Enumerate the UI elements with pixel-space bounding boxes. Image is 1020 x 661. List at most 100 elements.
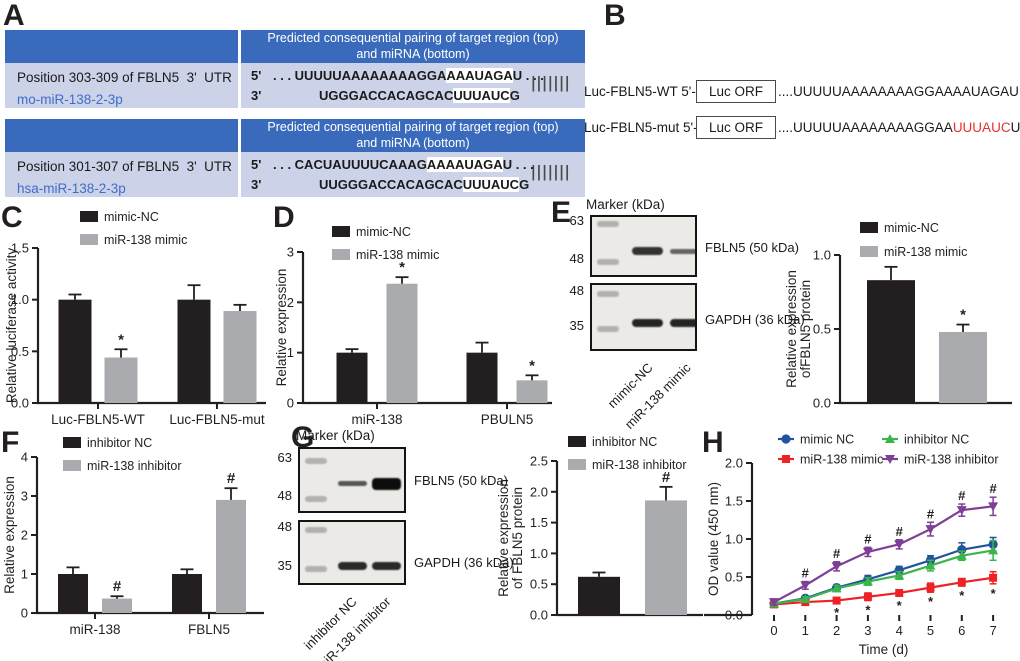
blot-title: Marker (kDa): [586, 197, 665, 212]
band-protein-label: GAPDH (36 kDa): [705, 312, 805, 328]
protein-band: [338, 562, 367, 571]
table-right-column: Predicted consequential pairing of targe…: [241, 30, 585, 108]
significance-marker: *: [118, 331, 124, 348]
table-left-column: Position 303-309 of FBLN5 3' UTR mo-miR-…: [5, 30, 238, 108]
data-point: [862, 547, 873, 557]
data-point: [831, 562, 842, 572]
y-tick-label: 3: [287, 245, 294, 260]
marker-band: [597, 326, 619, 333]
y-tick-label: 1.0: [530, 546, 548, 561]
legend-label: inhibitor NC: [904, 433, 969, 447]
y-tick-label: 2.0: [530, 484, 548, 499]
marker-band: [597, 220, 619, 227]
protein-band: [372, 477, 401, 490]
bar: [466, 352, 498, 403]
construct-sequence: ....UUUUUAAAAAAAAGGAAAAUAGAU...: [778, 84, 1020, 99]
table-header-spacer: [5, 30, 238, 63]
marker-band: [597, 259, 619, 266]
x-tick-label: 0: [770, 623, 777, 638]
y-axis-label: Relative expression: [496, 479, 511, 597]
significance-marker: *: [399, 259, 405, 276]
y-tick-label: 1.0: [813, 248, 831, 263]
target-pairing-table-mouse: Position 303-309 of FBLN5 3' UTR mo-miR-…: [5, 30, 585, 108]
significance-marker: *: [897, 598, 903, 613]
panel-label-h: H: [702, 426, 724, 459]
y-axis-label: ofFBLN5 protein: [798, 280, 813, 378]
legend-swatch: [332, 249, 350, 260]
blot-strip: [590, 283, 697, 351]
x-category-label: FBLN5: [188, 622, 230, 637]
significance-marker: #: [989, 481, 997, 496]
data-point: [988, 545, 999, 555]
y-tick-label: 1.5: [725, 494, 743, 509]
legend-label: mimic NC: [800, 433, 854, 447]
construct-name: Luc-FBLN5-mut 5'-: [584, 120, 698, 135]
band-protein-label: FBLN5 (50 kDa): [705, 240, 799, 256]
bar: [645, 500, 687, 615]
seed-match-highlight: AAAAUAGA: [426, 157, 503, 172]
data-point: [957, 578, 966, 587]
bar: [386, 283, 418, 403]
y-axis-label: Relative expression: [2, 476, 17, 594]
mirna-sequence: 3' UUGGGACCACAGCACUUUAUCG: [251, 177, 530, 192]
target-sequence: 5' . . . UUUUUAAAAAAAAGGAAAAUAGAU . . .: [251, 68, 544, 83]
od-value-line-chart: 0.0 0.5 1.0 1.5 2.0 OD value (450 nm) 0 1 2 3 4 5 6 7…: [704, 433, 999, 657]
legend-label: miR-138 mimic: [356, 248, 439, 262]
western-blot-mimic: Marker (kDa) 63 48 FBLN5 (50 kDa) 48 35 GAPDH …: [556, 197, 806, 437]
protein-band: [670, 248, 695, 254]
legend-swatch: [860, 222, 878, 233]
y-tick-label: 0.5: [813, 322, 831, 337]
marker-band: [597, 290, 619, 297]
table-header: Predicted consequential pairing of targe…: [241, 30, 585, 63]
target-pairing-table-human: Position 301-307 of FBLN5 3' UTR hsa-miR…: [5, 119, 585, 197]
y-tick-label: 2: [21, 528, 28, 543]
panel-label-e: E: [551, 196, 572, 229]
panel-label-g: G: [291, 421, 315, 454]
panel-label-a: A: [3, 0, 25, 32]
y-tick-label: 0.5: [11, 344, 29, 359]
x-category-label: Luc-FBLN5-mut: [169, 412, 265, 427]
y-tick-label: 4: [21, 450, 28, 465]
data-point: [895, 588, 904, 597]
data-point: [988, 502, 999, 512]
marker-kda-label: 48: [569, 282, 584, 298]
legend-swatch: [860, 246, 878, 257]
marker-kda-label: 48: [569, 251, 584, 267]
y-axis-label: OD value (450 nm): [706, 482, 721, 596]
luc-fbln5-mut-row: Luc-FBLN5-mut 5'- Luc ORF ....UUUUUAAAAA…: [584, 116, 1020, 139]
luc-orf-box: Luc ORF: [696, 116, 777, 139]
marker-kda-label: 35: [569, 318, 584, 334]
bar: [216, 499, 246, 613]
legend-label: inhibitor NC: [87, 436, 152, 450]
protein-band: [372, 562, 401, 571]
legend-label: miR-138 mimic: [800, 453, 883, 467]
legend-label: mimic-NC: [356, 225, 411, 239]
bar: [578, 576, 620, 615]
band-protein-label: FBLN5 (50 kDa): [414, 472, 508, 488]
blot-title: Marker (kDa): [296, 428, 375, 443]
significance-marker: #: [896, 524, 904, 539]
y-tick-label: 0.5: [725, 570, 743, 585]
marker-kda-label: 63: [277, 449, 292, 465]
significance-marker: *: [834, 605, 840, 620]
data-point: [957, 545, 967, 555]
data-line: [773, 549, 994, 605]
panel-label-b: B: [604, 0, 626, 32]
y-axis-label: of FBLN5 protein: [510, 487, 525, 589]
data-point: [956, 550, 967, 560]
x-axis-label: Time (d): [859, 642, 909, 657]
significance-marker: #: [833, 546, 841, 561]
legend-label: miR-138 mimic: [104, 233, 187, 247]
legend-swatch: [80, 211, 98, 222]
seed-highlight: UUUAUC: [462, 177, 520, 192]
significance-marker: #: [927, 506, 935, 521]
y-tick-label: 1.5: [11, 241, 29, 256]
bar: [516, 380, 548, 403]
y-tick-label: 3: [21, 489, 28, 504]
data-point: [925, 560, 936, 570]
data-point: [885, 455, 895, 464]
legend-swatch: [63, 460, 81, 471]
x-tick-label: 2: [833, 623, 840, 638]
marker-kda-label: 63: [569, 212, 584, 228]
